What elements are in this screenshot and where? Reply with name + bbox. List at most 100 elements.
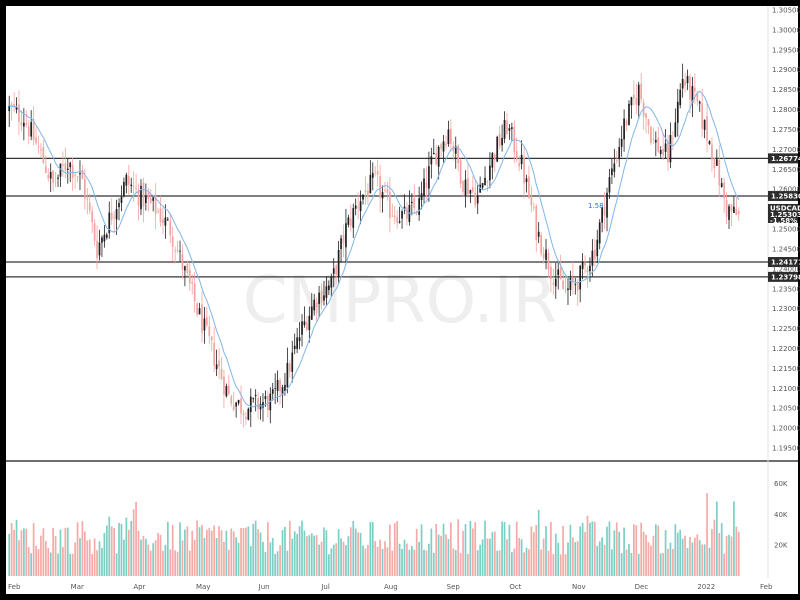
volume-bar-148 xyxy=(369,521,372,576)
candle-286 xyxy=(706,101,708,153)
candle-210 xyxy=(520,140,523,170)
time-tick-1: Mar xyxy=(71,583,84,591)
volume-bar-150 xyxy=(374,541,377,576)
candle-180 xyxy=(447,120,450,147)
level-tag-1 xyxy=(768,190,798,201)
volume-bar-26 xyxy=(71,553,74,576)
candle-43 xyxy=(113,211,115,234)
volume-bar-149 xyxy=(371,522,374,576)
volume-bar-129 xyxy=(323,527,325,576)
candle-132 xyxy=(330,273,333,297)
volume-bar-135 xyxy=(337,529,340,576)
candle-242 xyxy=(598,219,601,250)
candle-200 xyxy=(496,135,499,163)
volume-bar-169 xyxy=(420,524,423,576)
volume-bar-255 xyxy=(630,553,633,576)
volume-bar-200 xyxy=(496,550,499,576)
price-tick-17: 1.22000 xyxy=(772,345,800,353)
candle-70 xyxy=(179,240,181,262)
watermark: CMPRO.IR xyxy=(243,264,557,338)
candle-58 xyxy=(149,189,152,205)
volume-bar-57 xyxy=(147,544,150,576)
volume-bar-81 xyxy=(206,529,208,576)
candle-147 xyxy=(367,183,369,205)
volume-bar-118 xyxy=(296,533,298,576)
price-tick-16: 1.22500 xyxy=(772,325,800,333)
candle-75 xyxy=(191,274,194,295)
candle-114 xyxy=(286,347,289,394)
candle-42 xyxy=(110,198,113,225)
volume-bar-32 xyxy=(86,540,89,576)
price-tick-19: 1.21000 xyxy=(772,385,800,393)
volume-bar-223 xyxy=(552,554,555,576)
candle-18 xyxy=(52,170,54,192)
price-tick-2: 1.29500 xyxy=(772,46,800,54)
volume-bar-281 xyxy=(694,537,696,576)
candle-153 xyxy=(381,185,384,213)
time-axis[interactable] xyxy=(6,578,798,594)
candle-177 xyxy=(440,142,442,158)
volume-bar-260 xyxy=(642,531,645,576)
volume-bar-109 xyxy=(274,553,277,576)
candle-171 xyxy=(425,166,428,200)
volume-bar-128 xyxy=(320,541,323,576)
last-price-value: 1.25303 xyxy=(770,211,800,219)
candle-240 xyxy=(593,238,596,267)
volume-bar-102 xyxy=(257,529,259,576)
price-tick-12: 1.24500 xyxy=(772,245,800,253)
volume-tick-0: 60K xyxy=(774,480,788,488)
volume-bar-185 xyxy=(459,553,462,576)
candle-297 xyxy=(733,196,735,214)
volume-bar-50 xyxy=(130,520,133,576)
candle-178 xyxy=(442,135,445,163)
volume-bar-242 xyxy=(598,541,601,576)
volume-bar-15 xyxy=(44,541,47,576)
volume-bar-44 xyxy=(115,553,118,576)
candle-264 xyxy=(652,127,655,144)
volume-bar-287 xyxy=(708,547,711,576)
candle-125 xyxy=(313,293,316,316)
volume-bar-130 xyxy=(325,530,328,576)
candle-118 xyxy=(296,327,298,354)
volume-bar-192 xyxy=(476,550,479,576)
volume-bar-9 xyxy=(30,553,33,576)
volume-bar-219 xyxy=(542,538,545,576)
volume-bar-152 xyxy=(379,539,381,576)
volume-bar-20 xyxy=(57,553,59,576)
volume-bar-181 xyxy=(450,522,452,576)
price-tick-0: 1.30500 xyxy=(772,6,800,14)
candle-78 xyxy=(198,302,201,315)
volume-bar-292 xyxy=(720,523,723,576)
volume-bar-47 xyxy=(123,539,125,576)
candle-267 xyxy=(659,146,662,158)
candle-4 xyxy=(18,90,20,136)
volume-bar-84 xyxy=(213,525,216,576)
candle-32 xyxy=(86,188,89,215)
candle-142 xyxy=(354,198,357,216)
candle-215 xyxy=(532,202,535,211)
price-axis[interactable] xyxy=(768,6,798,460)
candle-211 xyxy=(523,145,525,199)
volume-bar-271 xyxy=(669,542,672,576)
candle-208 xyxy=(515,137,518,163)
volume-bar-119 xyxy=(298,526,301,576)
price-pane[interactable] xyxy=(6,6,768,460)
volume-bar-264 xyxy=(652,535,655,576)
volume-bar-216 xyxy=(535,525,538,576)
candle-157 xyxy=(391,203,394,218)
candle-40 xyxy=(105,232,108,240)
candle-94 xyxy=(237,399,240,406)
time-tick-7: Sep xyxy=(447,583,461,591)
volume-bar-278 xyxy=(686,548,689,576)
time-tick-6: Aug xyxy=(384,583,398,591)
candle-155 xyxy=(386,181,389,201)
candle-89 xyxy=(225,383,228,398)
candle-188 xyxy=(467,163,469,197)
candle-22 xyxy=(62,151,64,177)
candle-285 xyxy=(703,119,706,139)
volume-bar-39 xyxy=(103,532,106,576)
volume-bar-108 xyxy=(271,538,274,576)
volume-bar-159 xyxy=(396,521,399,576)
